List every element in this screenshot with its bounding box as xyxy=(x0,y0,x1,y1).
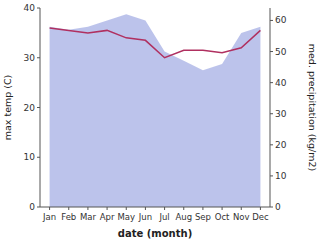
x-tick-label: Sep xyxy=(195,212,211,222)
x-tick xyxy=(145,207,146,210)
y2-tick xyxy=(270,175,273,176)
y2-tick xyxy=(270,113,273,114)
y2-tick-label: 60 xyxy=(275,15,287,25)
y-tick-label: 40 xyxy=(24,3,36,13)
y-tick-label: 20 xyxy=(24,103,36,113)
y-tick xyxy=(37,107,40,108)
y2-tick-label: 10 xyxy=(275,171,287,181)
x-tick xyxy=(222,207,223,210)
x-tick-label: Dec xyxy=(252,212,269,222)
y2-tick-label: 30 xyxy=(275,109,287,119)
x-tick xyxy=(68,207,69,210)
y2-tick-label: 50 xyxy=(275,47,287,57)
y-tick xyxy=(37,157,40,158)
y-tick-label: 0 xyxy=(29,202,35,212)
x-tick xyxy=(164,207,165,210)
plot-area xyxy=(50,14,261,207)
y2-tick-label: 40 xyxy=(275,78,287,88)
x-tick-label: Nov xyxy=(233,212,250,222)
y-tick-label: 10 xyxy=(24,152,36,162)
y2-tick xyxy=(270,207,273,208)
y2-axis-line xyxy=(270,8,271,207)
y2-tick xyxy=(270,20,273,21)
y2-tick xyxy=(270,51,273,52)
chart: Jan Feb MarAprMayJun Jul AugSep OctNovDec 0 10 2… xyxy=(0,0,318,247)
x-tick-label: Jun xyxy=(138,212,152,222)
x-axis-line xyxy=(40,207,270,208)
chart-container: Jan Feb MarAprMayJun Jul AugSep OctNovDec 0 10 2… xyxy=(0,0,318,247)
x-tick xyxy=(202,207,203,210)
x-tick-label: Aug xyxy=(175,212,192,222)
y-tick xyxy=(37,8,40,9)
x-tick-label: Apr xyxy=(100,212,115,222)
x-tick xyxy=(260,207,261,210)
x-tick-label: Oct xyxy=(215,212,230,222)
x-tick xyxy=(126,207,127,210)
x-tick-label: Jul xyxy=(158,212,169,222)
x-tick-label: Jan xyxy=(42,212,56,222)
y2-axis-label: med. precipitation (kg/m2) xyxy=(307,44,318,171)
y-tick xyxy=(37,57,40,58)
page: {"chart_data": {"type": "line", "categor… xyxy=(0,0,318,247)
x-tick xyxy=(107,207,108,210)
precip-area xyxy=(50,14,261,207)
y2-tick xyxy=(270,82,273,83)
y-tick-label: 30 xyxy=(24,53,36,63)
x-tick xyxy=(241,207,242,210)
x-tick-label: May xyxy=(117,212,135,222)
y-tick xyxy=(37,207,40,208)
y2-tick xyxy=(270,144,273,145)
x-tick xyxy=(183,207,184,210)
x-axis-label: date (month) xyxy=(118,228,192,239)
temp-line xyxy=(50,28,261,58)
x-tick xyxy=(49,207,50,210)
x-tick xyxy=(87,207,88,210)
y2-tick-label: 0 xyxy=(275,202,281,212)
x-tick-label: Feb xyxy=(61,212,76,222)
x-tick-label: Mar xyxy=(80,212,97,222)
y2-tick-label: 20 xyxy=(275,140,287,150)
y-axis-label: max temp (C) xyxy=(2,75,13,141)
